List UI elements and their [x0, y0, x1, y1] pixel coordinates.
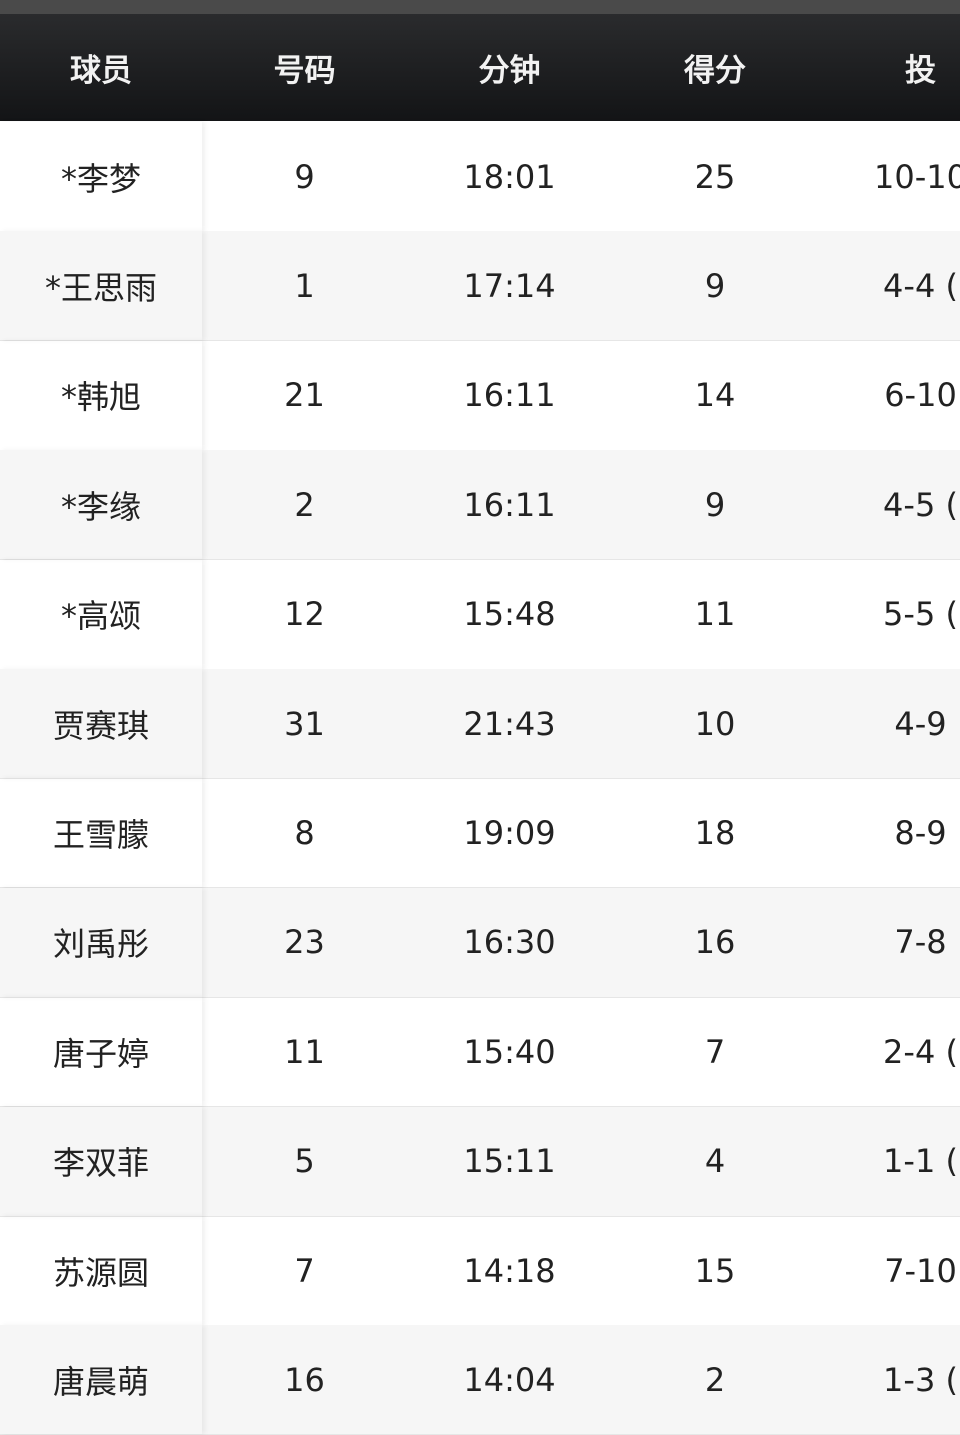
stat-cell: 15:48	[463, 595, 556, 634]
stat-cell: 12	[284, 595, 325, 634]
stat-cell: 14:04	[463, 1360, 556, 1399]
stat-cell: 11	[694, 595, 736, 634]
stat-cell: 8-9	[894, 813, 947, 852]
column-header: 得分	[684, 53, 746, 89]
stat-cell: 10-10	[874, 157, 960, 196]
stat-cell: 8	[294, 813, 315, 852]
column-header: 投	[905, 53, 936, 89]
table-row: *韩旭 21 16:11 14 6-10	[0, 341, 960, 451]
stat-cell: 16:11	[463, 376, 556, 415]
table-row: *李缘 2 16:11 9 4-5 (	[0, 450, 960, 561]
player-name: 王雪朦	[0, 778, 202, 887]
stat-cell: 9	[294, 157, 315, 196]
player-name: 刘禹彤	[0, 887, 202, 997]
stat-cell: 14:18	[463, 1251, 556, 1290]
stat-cell: 7	[704, 1032, 726, 1071]
stat-cell: 9	[704, 266, 726, 305]
table-header: 球员 号码 分钟 得分 投	[0, 14, 960, 121]
stat-cell: 21:43	[463, 704, 556, 743]
status-bar	[0, 0, 960, 14]
stat-cell: 23	[284, 923, 325, 962]
table-row: 唐晨萌 16 14:04 2 1-3 (	[0, 1325, 960, 1435]
stat-cell: 9	[704, 485, 726, 524]
stat-cell: 25	[694, 157, 736, 196]
player-name: 苏源圆	[0, 1216, 202, 1325]
stat-cell: 17:14	[463, 266, 556, 305]
table-row: 刘禹彤 23 16:30 16 7-8	[0, 887, 960, 998]
stat-cell: 7-8	[894, 923, 947, 962]
stat-cell: 18:01	[463, 157, 556, 196]
stat-cell: 1-3 (	[883, 1360, 958, 1399]
player-name: *高颂	[0, 560, 202, 669]
player-name: *李缘	[0, 450, 202, 560]
stat-cell: 18	[694, 813, 736, 852]
stat-cell: 15:11	[463, 1142, 556, 1181]
stat-cell: 14	[694, 376, 736, 415]
stat-cell: 21	[284, 376, 325, 415]
stat-cell: 4-9	[894, 704, 947, 743]
table-row: *高颂 12 15:48 11 5-5 (	[0, 560, 960, 670]
table-row: 王雪朦 8 19:09 18 8-9	[0, 778, 960, 889]
stat-cell: 4-4 (	[883, 266, 958, 305]
column-header: 球员	[70, 53, 132, 89]
table-row: 李双菲 5 15:11 4 1-1 (	[0, 1106, 960, 1217]
stat-cell: 16:30	[463, 923, 556, 962]
stat-cell: 4	[704, 1142, 726, 1181]
stat-cell: 5	[294, 1142, 315, 1181]
table-row: 唐子婷 11 15:40 7 2-4 (	[0, 997, 960, 1108]
player-name: 贾赛琪	[0, 669, 202, 778]
stat-cell: 2	[294, 485, 315, 524]
player-name: 唐晨萌	[0, 1325, 202, 1435]
table-row: 贾赛琪 31 21:43 10 4-9	[0, 669, 960, 779]
stat-cell: 11	[284, 1032, 325, 1071]
stat-cell: 7-10	[884, 1251, 957, 1290]
player-name: *李梦	[0, 122, 202, 231]
stat-cell: 15:40	[463, 1032, 556, 1071]
stat-cell: 5-5 (	[883, 595, 958, 634]
stat-cell: 7	[294, 1251, 315, 1290]
player-name: 唐子婷	[0, 997, 202, 1106]
stat-cell: 2-4 (	[883, 1032, 958, 1071]
table-row: *王思雨 1 17:14 9 4-4 (	[0, 231, 960, 342]
stat-cell: 16:11	[463, 485, 556, 524]
stat-cell: 1	[294, 266, 315, 305]
stat-cell: 19:09	[463, 813, 556, 852]
stat-cell: 10	[694, 704, 736, 743]
stat-cell: 16	[694, 923, 736, 962]
player-name: 李双菲	[0, 1106, 202, 1216]
stat-cell: 4-5 (	[883, 485, 958, 524]
table-row: 苏源圆 7 14:18 15 7-10	[0, 1216, 960, 1326]
table-row: *李梦 9 18:01 25 10-10	[0, 122, 960, 232]
stat-cell: 2	[704, 1360, 726, 1399]
stat-cell: 6-10	[884, 376, 957, 415]
stat-cell: 1-1 (	[883, 1142, 958, 1181]
player-name: *韩旭	[0, 341, 202, 450]
stat-cell: 16	[284, 1360, 325, 1399]
column-header: 号码	[273, 53, 336, 89]
column-header: 分钟	[478, 53, 541, 89]
stat-cell: 31	[284, 704, 325, 743]
player-name: *王思雨	[0, 231, 202, 341]
stat-cell: 15	[694, 1251, 736, 1290]
